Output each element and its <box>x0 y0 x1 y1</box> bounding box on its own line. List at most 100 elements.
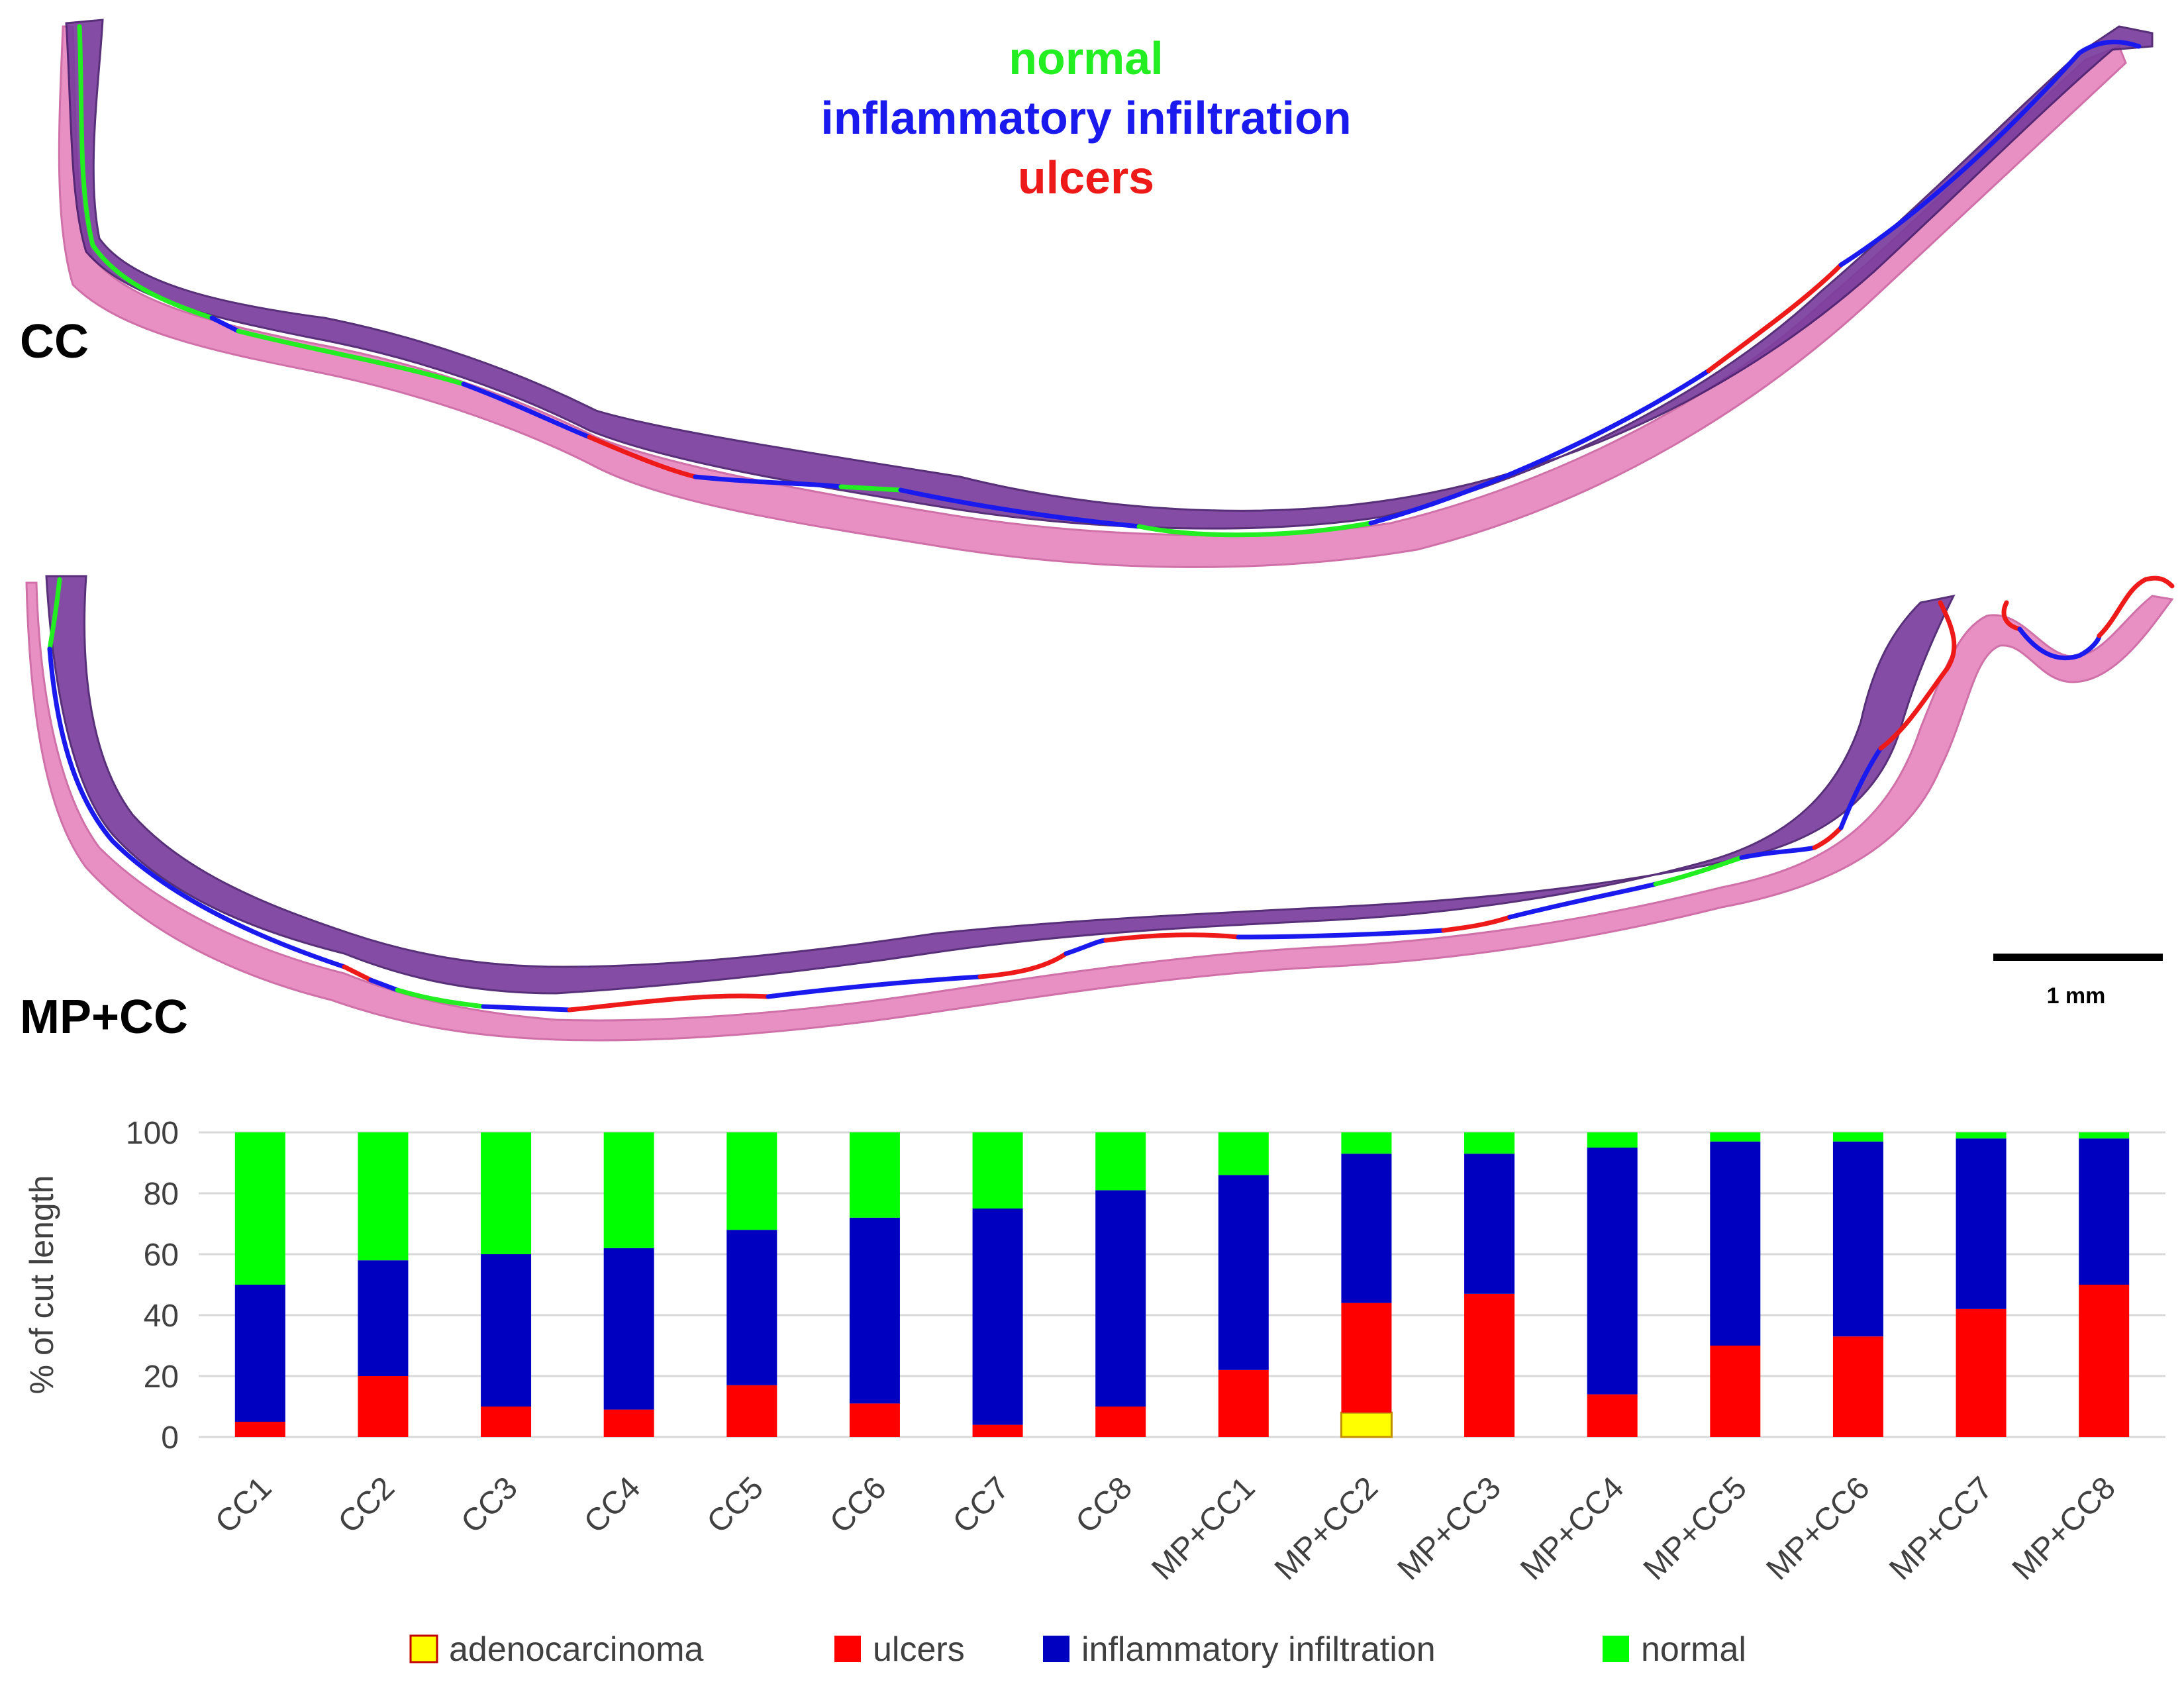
mpcc-line-ulcer-8 <box>2001 600 2022 632</box>
legend-swatch-inflammatory <box>1043 1636 1069 1662</box>
cc-tissue-epithelium <box>65 19 2154 530</box>
cc-line-normal-4 <box>1136 520 1373 538</box>
legend-ulcers: ulcers <box>1018 152 1154 203</box>
bar-cc5-ulcers <box>726 1385 777 1437</box>
cc-line-normal-2 <box>236 328 466 387</box>
cc-line-inflam-2 <box>461 381 592 440</box>
cc-line-inflam-1 <box>209 315 241 334</box>
bar-cc8-normal <box>1095 1132 1146 1191</box>
bar-cc7-normal <box>972 1132 1023 1209</box>
legend-label-ulcers: ulcers <box>873 1630 965 1669</box>
mpcc-line-ulcer-2 <box>567 993 771 1013</box>
x-label-mp-cc7: MP+CC7 <box>1883 1470 1999 1587</box>
bar-cc4-normal <box>603 1132 654 1248</box>
x-label-mp-cc3: MP+CC3 <box>1391 1470 1508 1587</box>
scale-bar-line <box>1993 954 2163 961</box>
mpcc-line-ulcer-3 <box>977 951 1069 979</box>
cc-line-inflam-5 <box>1368 368 1711 526</box>
bar-mp-cc5-ulcers <box>1710 1346 1761 1437</box>
bar-mp-cc1-ulcers <box>1218 1369 1269 1437</box>
x-label-cc7: CC7 <box>946 1470 1016 1540</box>
y-tick-label-20: 20 <box>144 1360 179 1395</box>
bar-cc6-inflammatory <box>849 1217 900 1404</box>
cc-line-inflam-4 <box>898 487 1142 529</box>
scale-bar-label: 1 mm <box>2047 983 2106 1009</box>
bar-cc4-inflammatory <box>603 1248 654 1410</box>
mpcc-line-inflam-5 <box>1064 938 1109 956</box>
mpcc-line-inflam-2 <box>368 977 400 993</box>
mpcc-line-ulcer-9 <box>2097 575 2175 638</box>
bar-cc8-ulcers <box>1095 1407 1146 1437</box>
bar-cc3-normal <box>481 1132 532 1254</box>
bar-mp-cc2-adenocarcinoma <box>1340 1411 1393 1438</box>
cc-line-inflam-3 <box>693 474 844 489</box>
bar-mp-cc8-inflammatory <box>2079 1138 2130 1285</box>
legend-swatch-adenocarcinoma <box>409 1634 438 1663</box>
x-label-cc4: CC4 <box>577 1470 647 1540</box>
legend-normal: normal <box>1009 32 1163 84</box>
bar-cc4-ulcers <box>603 1409 654 1437</box>
x-label-mp-cc5: MP+CC5 <box>1637 1470 1754 1587</box>
chart-y-tick-labels: 0 20 40 60 80 100 <box>126 1116 179 1456</box>
bar-mp-cc6-normal <box>1832 1132 1883 1142</box>
bar-cc3-inflammatory <box>481 1254 532 1407</box>
y-tick-label-0: 0 <box>161 1420 179 1456</box>
x-label-mp-cc8: MP+CC8 <box>2006 1470 2122 1587</box>
mpcc-line-normal-3 <box>1653 855 1744 887</box>
bar-cc2-ulcers <box>358 1376 409 1437</box>
x-label-cc3: CC3 <box>454 1470 524 1540</box>
panel-label-mpcc: MP+CC <box>20 991 188 1044</box>
mpcc-tissue-epithelium <box>45 575 1956 995</box>
legend-label-inflammatory: inflammatory infiltration <box>1081 1630 1436 1669</box>
bar-mp-cc2-ulcers <box>1341 1303 1392 1413</box>
legend-swatch-ulcers <box>834 1636 861 1662</box>
bar-mp-cc2-normal <box>1341 1132 1392 1154</box>
mpcc-line-inflam-1 <box>47 646 347 969</box>
bar-mp-cc2-inflammatory <box>1341 1154 1392 1303</box>
legend-inflammatory: inflammatory infiltration <box>820 92 1351 144</box>
y-tick-label-40: 40 <box>144 1299 179 1334</box>
scale-bar: 1 mm <box>1993 954 2163 1009</box>
x-label-mp-cc6: MP+CC6 <box>1760 1470 1877 1587</box>
cc-line-normal-1 <box>77 24 215 321</box>
bar-cc7-inflammatory <box>972 1209 1023 1425</box>
bar-mp-cc5-normal <box>1710 1132 1761 1142</box>
legend-swatch-normal <box>1603 1636 1629 1662</box>
bar-mp-cc3-inflammatory <box>1464 1154 1515 1294</box>
mpcc-line-ulcer-4 <box>1103 932 1241 943</box>
mpcc-line-inflam-6 <box>1236 928 1446 940</box>
x-label-mp-cc4: MP+CC4 <box>1514 1470 1630 1587</box>
x-label-mp-cc1: MP+CC1 <box>1145 1470 1262 1587</box>
bar-mp-cc1-normal <box>1218 1132 1269 1175</box>
mpcc-line-normal-1 <box>47 577 62 652</box>
cc-line-inflam-6 <box>1838 39 2142 268</box>
bar-cc8-inflammatory <box>1095 1190 1146 1407</box>
panel-label-cc: CC <box>20 315 89 368</box>
bar-mp-cc6-inflammatory <box>1832 1141 1883 1337</box>
mpcc-line-normal-2 <box>395 987 486 1009</box>
bar-mp-cc6-ulcers <box>1832 1336 1883 1437</box>
legend-label-adenocarcinoma: adenocarcinoma <box>449 1630 704 1669</box>
y-tick-label-80: 80 <box>144 1177 179 1212</box>
chart-bars <box>234 1132 2130 1438</box>
bar-cc3-ulcers <box>481 1407 532 1437</box>
bar-cc1-ulcers <box>234 1422 285 1437</box>
mpcc-line-ulcer-1 <box>342 964 373 983</box>
mpcc-line-ulcer-5 <box>1441 915 1513 933</box>
cc-line-ulcer-1 <box>587 434 698 479</box>
bar-mp-cc4-ulcers <box>1587 1394 1638 1437</box>
bar-cc2-inflammatory <box>358 1260 409 1376</box>
mpcc-tissue-section <box>25 575 2175 1042</box>
chart-legend: adenocarcinoma ulcers inflammatory infiltr… <box>409 1630 1746 1669</box>
mpcc-line-ulcer-7 <box>1878 600 1957 751</box>
legend-label-normal: normal <box>1641 1630 1746 1669</box>
bar-mp-cc1-inflammatory <box>1218 1175 1269 1370</box>
bar-mp-cc7-inflammatory <box>1956 1138 2007 1309</box>
bar-cc5-normal <box>726 1132 777 1230</box>
mpcc-tissue-stroma <box>25 581 2174 1042</box>
bar-mp-cc8-ulcers <box>2079 1285 2130 1437</box>
bar-mp-cc7-normal <box>1956 1132 2007 1139</box>
bar-mp-cc3-ulcers <box>1464 1293 1515 1437</box>
